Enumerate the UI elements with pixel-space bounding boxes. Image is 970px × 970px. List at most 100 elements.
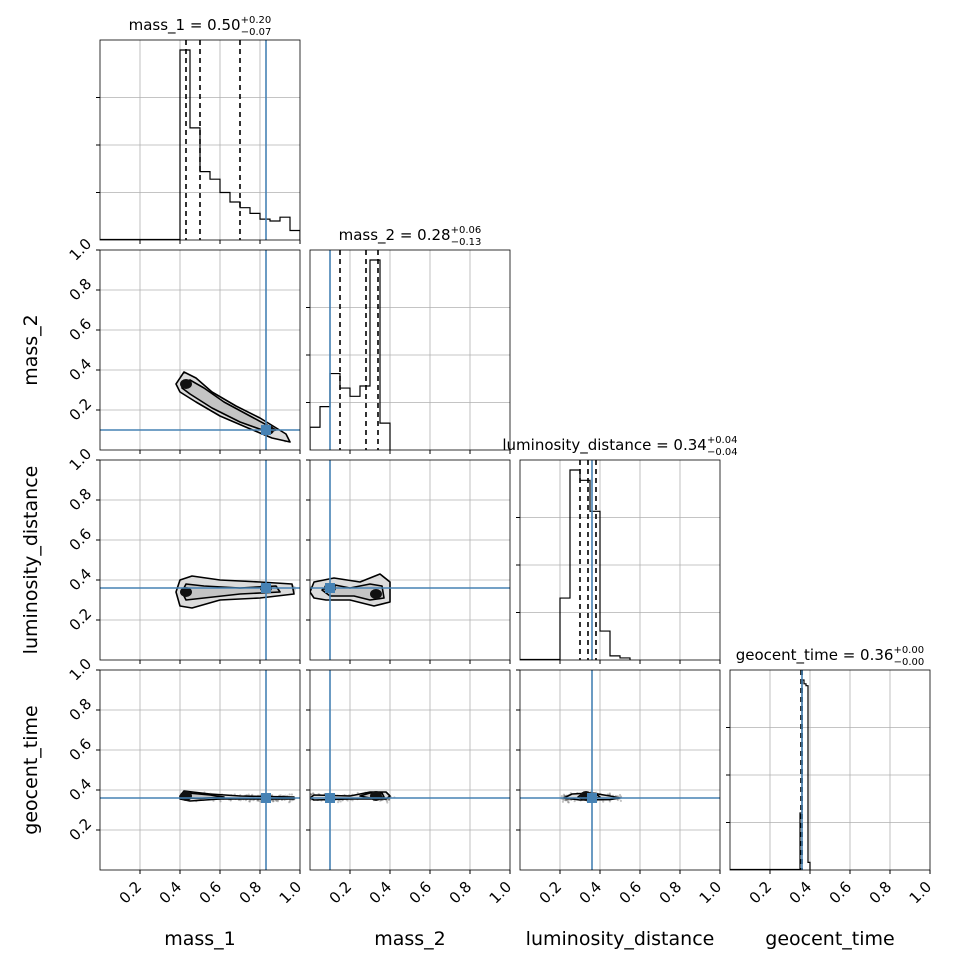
pair-panel-mass_2-vs-luminosity_distance <box>306 459 511 664</box>
scatter-point <box>608 800 611 803</box>
x-tick-label: 0.8 <box>656 878 686 908</box>
x-tick-label: 1.0 <box>696 878 726 908</box>
title-plus: +0.00 <box>893 645 924 656</box>
scatter-point <box>619 795 623 798</box>
panel-frame <box>99 249 301 451</box>
x-tick-label: 0.2 <box>116 878 146 908</box>
y-tick-label: 0.6 <box>66 525 96 555</box>
panel-frame <box>99 669 301 871</box>
truth-marker <box>261 425 271 435</box>
scatter-point <box>312 792 315 795</box>
title-minus: −0.13 <box>451 237 482 248</box>
scatter-point <box>567 801 570 804</box>
panel-grid <box>730 670 930 870</box>
panel-content <box>520 460 631 660</box>
title-minus: −0.07 <box>241 27 272 38</box>
x-tick-label: 0.4 <box>576 878 606 908</box>
scatter-point <box>619 799 622 803</box>
scatter-point <box>562 793 566 796</box>
scatter-point <box>256 799 259 802</box>
scatter-point <box>386 801 389 804</box>
x-tick-label: 0.8 <box>236 878 266 908</box>
pair-panel-luminosity_distance-vs-geocent_time <box>516 669 721 874</box>
panel-content <box>100 460 300 660</box>
y-tick-label: 0.6 <box>66 315 96 345</box>
title-mass_2: mass_2 = 0.28+0.06 −0.13 <box>339 225 482 248</box>
scatter-point <box>563 794 566 797</box>
y-axis-label-luminosity_distance: luminosity_distance <box>20 466 42 655</box>
panel-frame <box>309 669 511 871</box>
scatter-point <box>563 794 566 797</box>
panel-frame <box>99 459 301 661</box>
density-core <box>180 587 192 597</box>
y-tick-label: 0.6 <box>66 735 96 765</box>
panel-content <box>520 670 720 870</box>
corner-grid <box>96 39 931 874</box>
x-axis-label-mass_2: mass_2 <box>374 928 446 950</box>
density-core <box>370 791 382 801</box>
x-tick-label: 0.8 <box>866 878 896 908</box>
x-tick-label: 0.4 <box>156 878 186 908</box>
scatter-point <box>257 799 260 802</box>
x-tick-label: 0.4 <box>366 878 396 908</box>
panel-content <box>100 250 300 450</box>
y-tick-label: 0.8 <box>66 695 96 725</box>
pair-panel-mass_1-vs-luminosity_distance <box>96 459 301 664</box>
truth-marker <box>325 583 335 593</box>
y-tick-label: 0.4 <box>66 565 96 595</box>
x-tick-label: 1.0 <box>486 878 516 908</box>
hist-panel-luminosity_distance <box>516 459 721 664</box>
density-core <box>370 589 382 599</box>
scatter-point <box>387 798 391 801</box>
scatter-point <box>608 792 611 795</box>
title-plus: +0.20 <box>241 15 272 26</box>
scatter-point <box>288 793 291 796</box>
title-minus: −0.00 <box>894 657 925 668</box>
title-minus: −0.04 <box>707 447 738 458</box>
x-tick-label: 0.8 <box>446 878 476 908</box>
scatter-point <box>219 800 222 803</box>
scatter-point <box>289 800 292 803</box>
scatter-point <box>290 793 294 796</box>
title-text: mass_1 = 0.50 <box>129 16 241 35</box>
density-core <box>180 791 192 801</box>
y-tick-label: 0.2 <box>66 605 96 635</box>
y-tick-label: 0.2 <box>66 395 96 425</box>
scatter-point <box>387 798 391 801</box>
scatter-point <box>346 799 349 802</box>
x-tick-label: 0.2 <box>746 878 776 908</box>
scatter-point <box>573 800 576 803</box>
y-tick-label: 1.0 <box>66 655 96 685</box>
panel-frame <box>729 669 931 871</box>
x-tick-label: 0.4 <box>786 878 816 908</box>
scatter-point <box>562 798 565 801</box>
scatter-point <box>337 801 340 804</box>
scatter-point <box>310 793 313 796</box>
hist-panel-geocent_time <box>726 669 931 874</box>
hist-panel-mass_1 <box>96 39 301 244</box>
pair-panel-mass_2-vs-geocent_time <box>306 669 511 874</box>
scatter-point <box>564 799 567 802</box>
title-plus: +0.06 <box>451 225 482 236</box>
scatter-point <box>248 800 251 803</box>
panel-content <box>100 40 300 240</box>
truth-marker <box>325 793 335 803</box>
title-text: geocent_time = 0.36 <box>736 646 894 665</box>
y-tick-label: 0.8 <box>66 275 96 305</box>
x-tick-label: 0.2 <box>326 878 356 908</box>
y-axis-label-geocent_time: geocent_time <box>20 705 42 834</box>
panel-content <box>310 460 510 660</box>
title-geocent_time: geocent_time = 0.36+0.00 −0.00 <box>736 645 925 668</box>
panel-grid <box>310 250 510 450</box>
y-tick-label: 0.2 <box>66 815 96 845</box>
panel-frame <box>99 39 301 241</box>
x-axis-label-geocent_time: geocent_time <box>765 928 894 950</box>
x-axis-label-mass_1: mass_1 <box>164 928 236 950</box>
panel-content <box>310 250 391 450</box>
scatter-point <box>288 801 291 804</box>
pair-panel-mass_1-vs-mass_2 <box>96 249 301 454</box>
y-tick-label: 0.4 <box>66 775 96 805</box>
truth-marker <box>261 583 271 593</box>
scatter-point <box>563 798 567 802</box>
scatter-point <box>561 800 565 803</box>
